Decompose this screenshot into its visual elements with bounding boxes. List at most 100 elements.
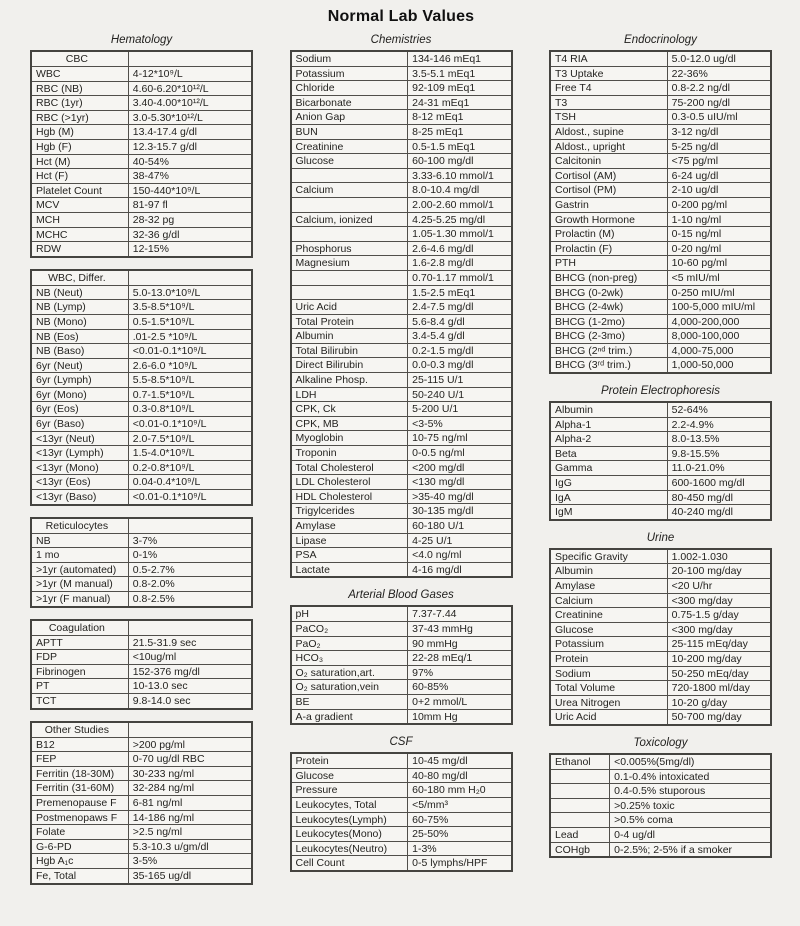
lab-name-cell: Pressure	[289, 782, 409, 798]
lab-name-cell	[289, 226, 409, 242]
lab-name-cell: >1yr (M manual)	[30, 576, 129, 592]
lab-value-cell: 0.5-2.7%	[127, 561, 253, 578]
lab-row: Leukocytes(Mono) 25-50%	[289, 826, 512, 842]
lab-name-cell: Calcium, ionized	[289, 211, 409, 228]
lab-name-cell: Glucose	[289, 153, 409, 169]
lab-table: Albumin 52-64% Alpha-1 2.2-4.9% Alpha-2 8.0-1…	[549, 401, 772, 521]
lab-name-cell: NB (Lymp)	[30, 299, 129, 315]
lab-row: Gastrin 0-200 pg/ml	[549, 196, 772, 213]
lab-row: PSA <4.0 ng/ml	[289, 547, 512, 563]
lab-row: Uric Acid 2.4-7.5 mg/dl	[289, 299, 512, 315]
lab-row: Ferritin (31-60M) 32-284 ng/ml	[30, 780, 253, 796]
lab-name-cell: Hgb (M)	[30, 124, 129, 140]
lab-value-cell: 0.2-1.5 mg/dl	[407, 342, 512, 359]
lab-section: Protein Electrophoresis Albumin 52-64% Alp…	[549, 385, 772, 521]
lab-row: FDP <10ug/ml	[30, 649, 253, 665]
lab-name-cell: Protein	[549, 650, 668, 667]
lab-row: Cortisol (AM) 6-24 ug/dl	[549, 167, 772, 184]
lab-section: Hematology CBC WBC 4-12*10⁹/L RBC (NB) 4.60-…	[30, 34, 253, 258]
lab-value-cell: 0.8-2.2 ng/dl	[666, 80, 772, 96]
lab-row: Troponin 0-0.5 ng/ml	[289, 445, 512, 461]
lab-name-cell: NB (Neut)	[30, 284, 129, 301]
lab-name-cell: Chloride	[289, 80, 409, 96]
table-subheader-row: Other Studies	[30, 721, 253, 738]
lab-row: IgM 40-240 mg/dl	[549, 504, 772, 521]
lab-value-cell: 3.4-5.4 g/dl	[407, 328, 512, 344]
lab-name-cell: <13yr (Mono)	[30, 459, 129, 476]
lab-value-cell: <20 U/hr	[666, 578, 772, 594]
lab-row: Cortisol (PM) 2-10 ug/dl	[549, 182, 772, 198]
lab-value-cell: 1-10 ng/ml	[666, 211, 772, 228]
lab-name-cell	[549, 768, 611, 785]
lab-row: PaCO₂ 37-43 mmHg	[289, 620, 512, 637]
lab-row: Platelet Count 150-440*10⁹/L	[30, 182, 253, 199]
lab-row: Hct (M) 40-54%	[30, 153, 253, 170]
lab-row: Folate >2.5 ng/ml	[30, 824, 253, 840]
lab-name-cell: PSA	[289, 547, 409, 563]
lab-row: FEP 0-70 ug/dl RBC	[30, 751, 253, 767]
lab-value-cell: 9.8-15.5%	[666, 445, 772, 462]
lab-name-cell: A-a gradient	[289, 708, 409, 725]
lab-value-cell: 0.1-0.4% intoxicated	[609, 768, 772, 785]
lab-name-cell: <13yr (Lymph)	[30, 445, 129, 461]
lab-row: Chloride 92-109 mEq1	[289, 80, 512, 96]
lab-value-cell: 100-5,000 mIU/ml	[666, 299, 772, 315]
lab-row: Leukocytes(Neutro) 1-3%	[289, 840, 512, 857]
lab-name-cell: Glucose	[289, 767, 409, 784]
lab-name-cell: BHCG (2-4wk)	[549, 299, 668, 315]
lab-value-cell: 5-200 U/1	[407, 401, 512, 417]
lab-section: Endocrinology T4 RIA 5.0-12.0 ug/dl T3 Upt…	[549, 34, 772, 375]
lab-name-cell: Folate	[30, 824, 129, 840]
lab-row: NB 3-7%	[30, 532, 253, 549]
lab-value-cell: <300 mg/day	[666, 621, 772, 638]
lab-value-cell: <0.01-0.1*10⁹/L	[127, 489, 253, 506]
lab-value-cell: 134-146 mEq1	[407, 50, 512, 67]
lab-value-cell: 40-54%	[127, 153, 253, 170]
lab-value-cell: 2.6-4.6 mg/dl	[407, 240, 512, 257]
lab-value-cell: 0.7-1.5*10⁹/L	[127, 386, 253, 403]
lab-table: Reticulocytes NB 3-7% 1 mo 0-1% >1yr (automat…	[30, 516, 253, 608]
lab-value-cell: 6-81 ng/ml	[127, 794, 253, 811]
lab-value-cell: 150-440*10⁹/L	[127, 182, 253, 199]
lab-row: B12 >200 pg/ml	[30, 736, 253, 753]
lab-row: Calcium, ionized 4.25-5.25 mg/dl	[289, 211, 512, 228]
lab-row: TSH 0.3-0.5 uIU/ml	[549, 109, 772, 125]
lab-row: RBC (NB) 4.60-6.20*10¹²/L	[30, 80, 253, 97]
section-heading: Protein Electrophoresis	[601, 385, 720, 398]
lab-name-cell: <13yr (Eos)	[30, 474, 129, 491]
lab-value-cell: 30-233 ng/ml	[127, 765, 253, 782]
column-right: Endocrinology T4 RIA 5.0-12.0 ug/dl T3 Upt…	[549, 34, 772, 869]
lab-row: Postmenopaws F 14-186 ng/ml	[30, 809, 253, 826]
lab-value-cell: 3.33-6.10 mmol/1	[407, 167, 512, 184]
lab-name-cell: HDL Cholesterol	[289, 488, 409, 505]
lab-name-cell: Albumin	[549, 563, 668, 579]
lab-name-cell: Hct (M)	[30, 153, 129, 170]
lab-name-cell: Myoglobin	[289, 430, 409, 447]
lab-value-cell: 97%	[407, 664, 512, 681]
lab-name-cell: pH	[289, 605, 409, 622]
lab-table: Coagulation APTT 21.5-31.9 sec FDP <10ug/ml F…	[30, 618, 253, 710]
table-subheader-label: Reticulocytes	[30, 517, 129, 534]
lab-row: Sodium 50-250 mEq/day	[549, 665, 772, 682]
lab-row: Hgb A₁c 3-5%	[30, 853, 253, 869]
lab-section: CSF Protein 10-45 mg/dl Glucose 40-80 mg/dl…	[289, 736, 513, 872]
lab-name-cell: Fe, Total	[30, 867, 129, 885]
lab-name-cell: Total Protein	[289, 313, 409, 330]
lab-name-cell: Cortisol (AM)	[549, 167, 668, 184]
lab-value-cell: 600-1600 mg/dl	[666, 475, 772, 491]
lab-row: NB (Lymp) 3.5-8.5*10⁹/L	[30, 299, 253, 315]
lab-name-cell: Uric Acid	[289, 299, 409, 315]
lab-row: Calcium <300 mg/day	[549, 592, 772, 609]
lab-row: RDW 12-15%	[30, 241, 253, 258]
lab-value-cell: 0.8-2.0%	[127, 576, 253, 592]
lab-row: O₂ saturation,vein 60-85%	[289, 679, 512, 695]
lab-row: Aldost., upright 5-25 ng/dl	[549, 138, 772, 155]
lab-value-cell: 0.3-0.8*10⁹/L	[127, 401, 253, 418]
lab-row: Cell Count 0-5 lymphs/HPF	[289, 855, 512, 872]
lab-row: RBC (1yr) 3.40-4.00*10¹²/L	[30, 95, 253, 111]
lab-name-cell: RBC (>1yr)	[30, 109, 129, 126]
lab-value-cell: 3.40-4.00*10¹²/L	[127, 95, 253, 111]
lab-value-cell: >0.5% coma	[609, 812, 772, 828]
lab-row: T3 Uptake 22-36%	[549, 65, 772, 82]
